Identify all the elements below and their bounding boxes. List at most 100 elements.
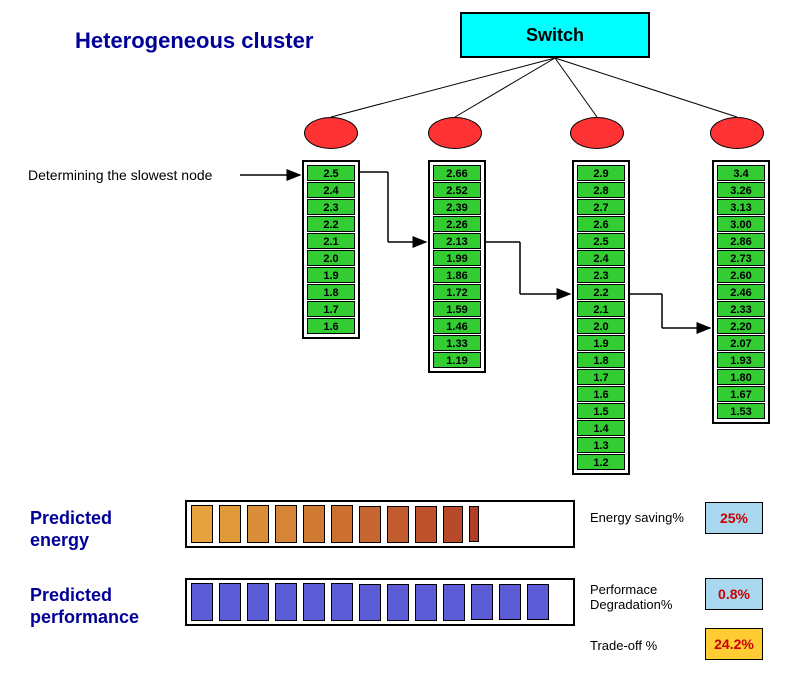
energy-bar	[331, 505, 353, 543]
perf-bar-chart	[185, 578, 575, 626]
freq-column: 2.52.42.32.22.12.01.91.81.71.6	[302, 160, 360, 339]
freq-cell: 3.26	[717, 182, 765, 198]
freq-cell: 2.4	[577, 250, 625, 266]
freq-cell: 1.6	[577, 386, 625, 402]
freq-cell: 2.20	[717, 318, 765, 334]
perf-bar	[191, 583, 213, 621]
energy-bar	[303, 505, 325, 543]
freq-column: 2.92.82.72.62.52.42.32.22.12.01.91.81.71…	[572, 160, 630, 475]
freq-cell: 2.52	[433, 182, 481, 198]
energy-bar	[191, 505, 213, 543]
freq-cell: 2.4	[307, 182, 355, 198]
energy-bar-chart	[185, 500, 575, 548]
freq-cell: 2.1	[307, 233, 355, 249]
perf-bar	[331, 583, 353, 621]
perf-bar	[443, 584, 465, 621]
freq-cell: 2.0	[577, 318, 625, 334]
pred-energy-label: Predicted energy	[30, 508, 170, 551]
freq-cell: 1.86	[433, 267, 481, 283]
perf-bar	[219, 583, 241, 621]
freq-cell: 2.07	[717, 335, 765, 351]
perf-bar	[359, 584, 381, 621]
freq-cell: 2.1	[577, 301, 625, 317]
freq-cell: 1.8	[307, 284, 355, 300]
energy-bar	[415, 506, 437, 543]
freq-cell: 2.9	[577, 165, 625, 181]
freq-cell: 1.19	[433, 352, 481, 368]
freq-cell: 2.3	[307, 199, 355, 215]
freq-cell: 1.33	[433, 335, 481, 351]
node-oval	[428, 117, 482, 149]
metric-value: 24.2%	[705, 628, 763, 660]
energy-bar	[443, 506, 463, 543]
freq-column: 3.43.263.133.002.862.732.602.462.332.202…	[712, 160, 770, 424]
energy-bar	[359, 506, 381, 543]
freq-cell: 2.3	[577, 267, 625, 283]
metric-value: 25%	[705, 502, 763, 534]
freq-cell: 1.4	[577, 420, 625, 436]
perf-bar	[247, 583, 269, 621]
determining-label: Determining the slowest node	[28, 167, 212, 183]
freq-cell: 1.6	[307, 318, 355, 334]
freq-cell: 2.6	[577, 216, 625, 232]
energy-bar	[247, 505, 269, 543]
freq-cell: 1.67	[717, 386, 765, 402]
metric-label: Trade-off %	[590, 638, 700, 653]
freq-cell: 1.7	[307, 301, 355, 317]
freq-cell: 2.33	[717, 301, 765, 317]
freq-cell: 2.5	[577, 233, 625, 249]
freq-column: 2.662.522.392.262.131.991.861.721.591.46…	[428, 160, 486, 373]
freq-cell: 2.2	[577, 284, 625, 300]
metric-value: 0.8%	[705, 578, 763, 610]
freq-cell: 2.46	[717, 284, 765, 300]
switch-box: Switch	[460, 12, 650, 58]
perf-bar	[387, 584, 409, 621]
freq-cell: 3.13	[717, 199, 765, 215]
pred-perf-label: Predicted performance	[30, 585, 180, 628]
freq-cell: 1.2	[577, 454, 625, 470]
perf-bar	[275, 583, 297, 621]
perf-bar	[471, 584, 493, 620]
node-oval	[570, 117, 624, 149]
freq-cell: 3.00	[717, 216, 765, 232]
energy-bar	[387, 506, 409, 543]
metric-label: Performace Degradation%	[590, 582, 700, 612]
freq-cell: 1.99	[433, 250, 481, 266]
freq-cell: 1.8	[577, 352, 625, 368]
freq-cell: 2.8	[577, 182, 625, 198]
perf-bar	[303, 583, 325, 621]
freq-cell: 1.93	[717, 352, 765, 368]
freq-cell: 2.7	[577, 199, 625, 215]
freq-cell: 1.59	[433, 301, 481, 317]
cluster-title: Heterogeneous cluster	[75, 28, 313, 54]
freq-cell: 2.13	[433, 233, 481, 249]
freq-cell: 2.26	[433, 216, 481, 232]
freq-cell: 1.3	[577, 437, 625, 453]
freq-cell: 1.80	[717, 369, 765, 385]
freq-cell: 1.9	[307, 267, 355, 283]
freq-cell: 1.46	[433, 318, 481, 334]
freq-cell: 1.9	[577, 335, 625, 351]
freq-cell: 2.86	[717, 233, 765, 249]
node-oval	[710, 117, 764, 149]
freq-cell: 2.60	[717, 267, 765, 283]
freq-cell: 1.53	[717, 403, 765, 419]
node-oval	[304, 117, 358, 149]
freq-cell: 1.72	[433, 284, 481, 300]
freq-cell: 1.7	[577, 369, 625, 385]
energy-bar	[219, 505, 241, 543]
perf-bar	[499, 584, 521, 620]
freq-cell: 1.5	[577, 403, 625, 419]
freq-cell: 2.66	[433, 165, 481, 181]
perf-bar	[527, 584, 549, 620]
freq-cell: 2.0	[307, 250, 355, 266]
freq-cell: 2.39	[433, 199, 481, 215]
perf-bar	[415, 584, 437, 621]
freq-cell: 2.5	[307, 165, 355, 181]
freq-cell: 2.73	[717, 250, 765, 266]
freq-cell: 2.2	[307, 216, 355, 232]
metric-label: Energy saving%	[590, 510, 700, 525]
energy-bar	[469, 506, 479, 542]
energy-bar	[275, 505, 297, 543]
freq-cell: 3.4	[717, 165, 765, 181]
